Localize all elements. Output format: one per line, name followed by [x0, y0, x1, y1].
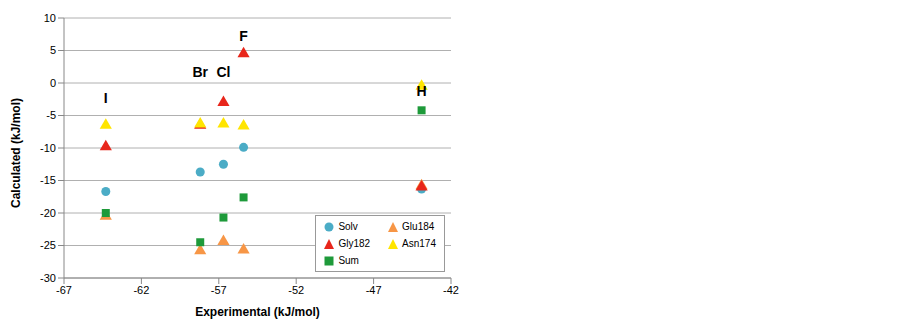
svg-text:-20: -20	[40, 207, 56, 219]
svg-text:-67: -67	[56, 284, 72, 296]
svg-text:I: I	[104, 90, 108, 106]
html-text:Solv: Solv	[338, 221, 358, 232]
svg-text:10: 10	[44, 12, 56, 24]
svg-text:-47: -47	[366, 284, 382, 296]
svg-text:-5: -5	[46, 109, 56, 121]
svg-text:H: H	[417, 83, 427, 99]
html-text:Glu184: Glu184	[402, 221, 435, 232]
html-text:Asn174: Asn174	[402, 238, 436, 249]
svg-text:-42: -42	[443, 284, 459, 296]
svg-text:F: F	[239, 28, 248, 44]
svg-text:-52: -52	[288, 284, 304, 296]
html-text:Gly182: Gly182	[338, 238, 371, 249]
svg-text:Calculated (kJ/mol): Calculated (kJ/mol)	[9, 98, 23, 208]
svg-text:0: 0	[50, 77, 56, 89]
svg-text:-62: -62	[133, 284, 149, 296]
svg-text:-15: -15	[40, 174, 56, 186]
svg-text:Cl: Cl	[216, 64, 230, 80]
svg-text:-25: -25	[40, 239, 56, 251]
html-text:Sum: Sum	[338, 255, 359, 266]
svg-text:-30: -30	[40, 272, 56, 284]
svg-text:Br: Br	[192, 64, 208, 80]
svg-text:5: 5	[50, 44, 56, 56]
svg-text:Experimental (kJ/mol): Experimental (kJ/mol)	[195, 305, 320, 319]
svg-text:-10: -10	[40, 142, 56, 154]
svg-text:-57: -57	[211, 284, 227, 296]
